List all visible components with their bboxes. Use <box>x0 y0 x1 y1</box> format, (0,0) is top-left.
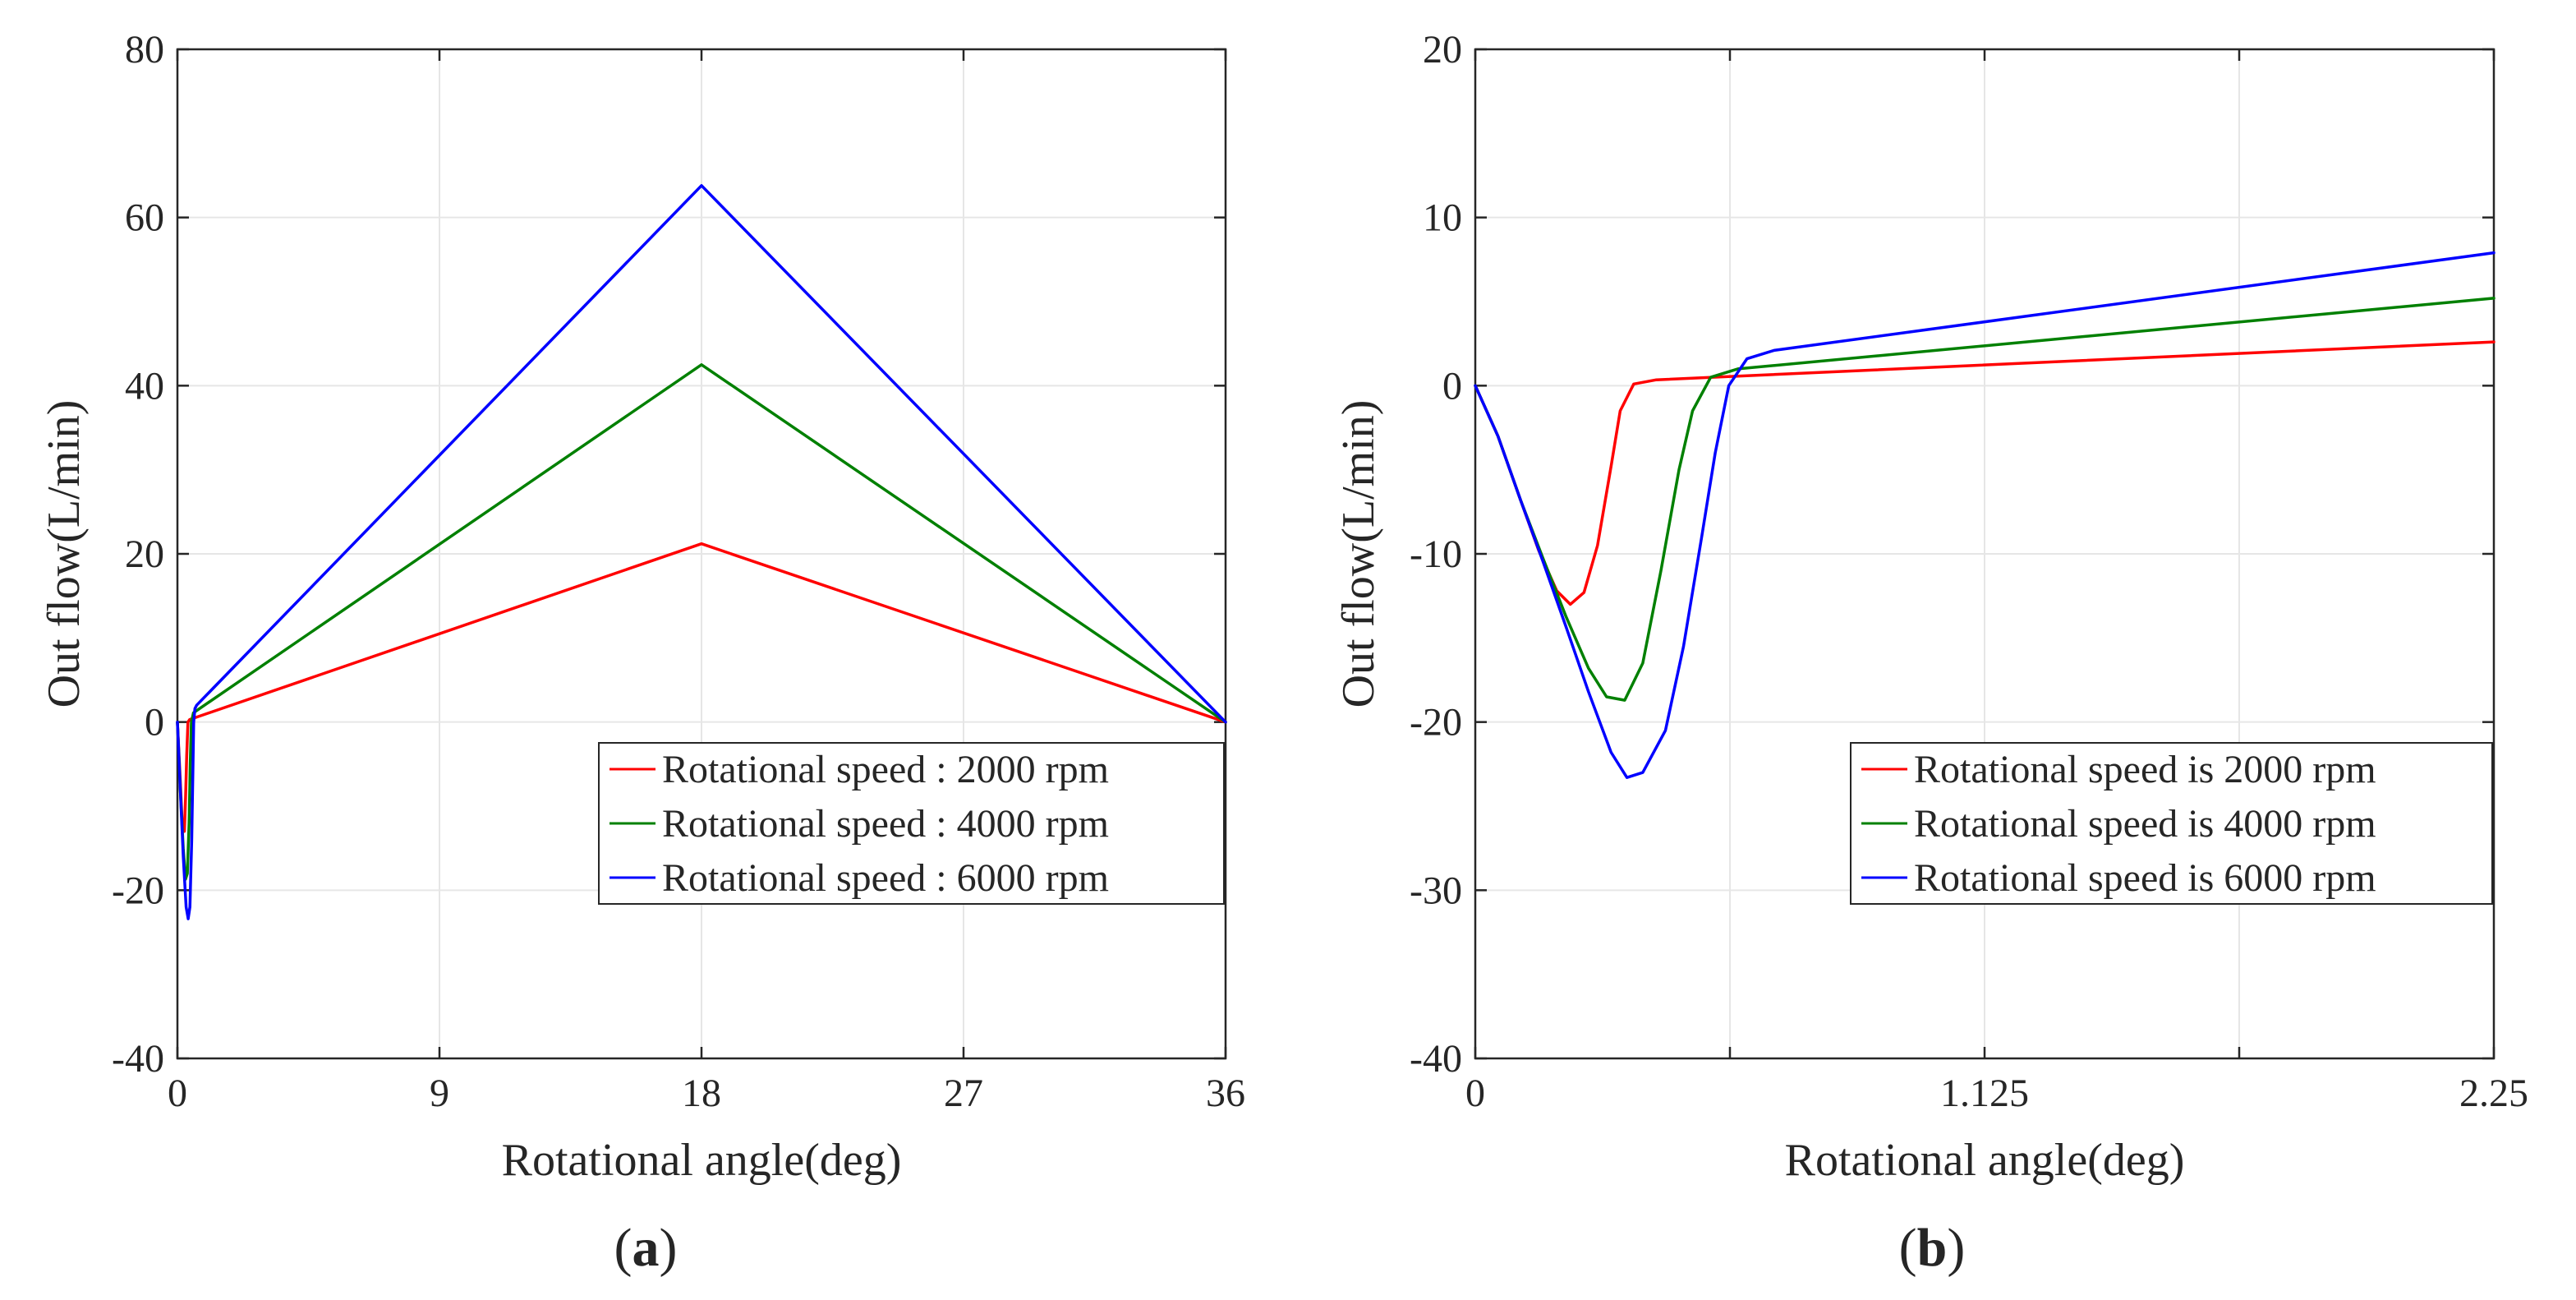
legend-b: Rotational speed is 2000 rpm Rotational … <box>1850 742 2493 905</box>
legend-box-b <box>1850 742 2493 905</box>
axis-ticks-a: 0 9 18 27 36 -40 -20 0 20 40 60 80 <box>112 28 1245 1115</box>
legend-entry-b-0: Rotational speed is 2000 rpm <box>1914 748 2376 791</box>
y-tick-label-a-0: -40 <box>112 1037 164 1081</box>
legend-box-a <box>598 742 1225 905</box>
panel-label-b: (b) <box>1899 1218 1966 1278</box>
y-tick-label-a-5: 60 <box>125 196 164 240</box>
legend-entry-a-1: Rotational speed : 4000 rpm <box>662 802 1109 846</box>
x-tick-label-b-4: 2.25 <box>2459 1072 2528 1115</box>
x-axis-label-b: Rotational angle(deg) <box>1785 1135 2185 1186</box>
y-tick-label-a-2: 0 <box>145 701 164 745</box>
series-group-b <box>1474 251 2496 779</box>
y-tick-label-b-6: 20 <box>1423 28 1462 71</box>
y-tick-label-b-1: -30 <box>1410 869 1462 912</box>
axis-ticks-b: 0 1.125 2.25 -40 -30 -20 -10 0 10 20 <box>1410 28 2528 1115</box>
grid-a <box>177 49 1226 1058</box>
legend-entry-a-2: Rotational speed : 6000 rpm <box>662 856 1109 900</box>
series-line-a-2 <box>176 184 1227 920</box>
series-group-a <box>176 184 1227 920</box>
legend-entry-b-1: Rotational speed is 4000 rpm <box>1914 802 2376 846</box>
y-tick-label-b-2: -20 <box>1410 701 1462 745</box>
legend-a: Rotational speed : 2000 rpm Rotational s… <box>598 742 1225 905</box>
x-axis-label-a: Rotational angle(deg) <box>502 1135 902 1186</box>
y-tick-label-a-6: 80 <box>125 28 164 71</box>
panel-a: 0 9 18 27 36 -40 -20 0 20 40 60 80 Rotational angle… <box>39 28 1245 1278</box>
legend-entry-b-2: Rotational speed is 6000 rpm <box>1914 856 2376 900</box>
y-tick-label-a-1: -20 <box>112 869 164 912</box>
y-tick-label-b-0: -40 <box>1410 1037 1462 1081</box>
x-tick-label-b-2: 1.125 <box>1940 1072 2029 1115</box>
x-tick-label-a-0: 0 <box>168 1072 187 1115</box>
x-tick-label-a-2: 18 <box>682 1072 721 1115</box>
panel-label-a: (a) <box>614 1218 678 1278</box>
y-axis-label-a: Out flow(L/min) <box>39 400 90 708</box>
y-tick-label-b-5: 10 <box>1423 196 1462 240</box>
series-line-b-2 <box>1474 251 2496 779</box>
y-axis-label-b: Out flow(L/min) <box>1333 400 1384 708</box>
x-tick-label-b-0: 0 <box>1465 1072 1485 1115</box>
x-tick-label-a-4: 36 <box>1206 1072 1245 1115</box>
panel-b: 0 1.125 2.25 -40 -30 -20 -10 0 10 20 Rotational a… <box>1333 28 2528 1278</box>
y-tick-label-a-4: 40 <box>125 364 164 408</box>
y-tick-label-a-3: 20 <box>125 532 164 576</box>
x-tick-label-a-3: 27 <box>944 1072 983 1115</box>
y-tick-label-b-4: 0 <box>1442 364 1462 408</box>
legend-entry-a-0: Rotational speed : 2000 rpm <box>662 748 1109 791</box>
y-tick-label-b-3: -10 <box>1410 532 1462 576</box>
x-tick-label-a-1: 9 <box>430 1072 449 1115</box>
grid-b <box>1475 49 2494 1058</box>
